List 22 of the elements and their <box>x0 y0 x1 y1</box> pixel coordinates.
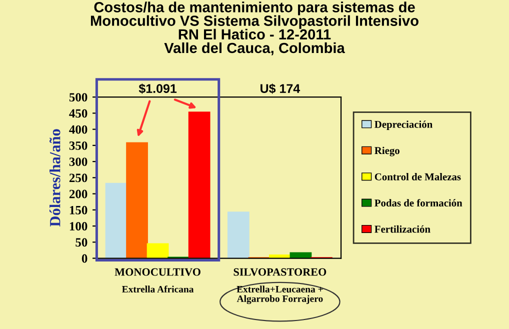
x-tick-label: SILVOPASTOREO Extrella+Leucaena + Algarrobo Forrajero <box>234 268 326 304</box>
legend-label: Depreciación <box>374 120 432 130</box>
text: U$ 174 <box>260 84 300 94</box>
text: $1.091 <box>138 84 177 94</box>
y-tick-label: 150 <box>70 206 88 214</box>
y-tick-label: 350 <box>69 141 88 150</box>
x-tick-label: MONOCULTIVO Extrella Africana <box>114 268 200 293</box>
chart-title: Costos/ha de mantenimiento para sistemas de Monocultivo VS Sistema Silvopastoril Intensivo RN El Hatico - 12-2011 Valle del Cauca, Colombia <box>90 2 418 56</box>
y-tick-label: 200 <box>69 190 88 198</box>
y-tick-label: 400 <box>69 125 88 134</box>
y-axis-title: Dólares/ha/año <box>49 129 60 226</box>
y-tick-label: 100 <box>70 222 88 230</box>
legend-label: Fertilización <box>374 225 430 233</box>
y-tick-label: 50 <box>76 238 88 247</box>
legend-label: Riego <box>374 146 400 156</box>
legend-label: Control de Malezas <box>374 173 461 180</box>
y-tick-label: 250 <box>69 174 88 182</box>
y-tick-label: 500 <box>69 93 88 102</box>
y-tick-label: 450 <box>69 109 88 118</box>
legend-label: Podas de formación <box>374 199 462 207</box>
y-tick-label: 300 <box>69 158 88 166</box>
y-tick-label: 0 <box>82 254 88 263</box>
